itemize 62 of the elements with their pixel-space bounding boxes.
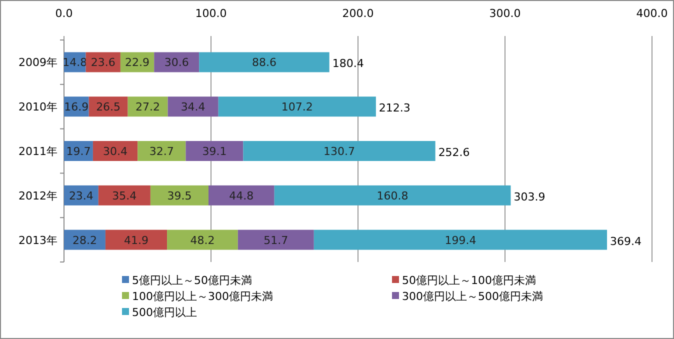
bar [208,185,274,206]
bar [150,185,208,206]
bar [218,96,376,117]
legend-label: 50億円以上～100億円未満 [402,274,536,287]
data-label: 39.1 [202,145,227,158]
y-tick-label: 2010年 [18,100,58,114]
x-tick-label: 200.0 [342,7,374,20]
legend-label: 500億円以上 [132,306,197,319]
data-label: 199.4 [444,234,476,247]
legend-label: 300億円以上～500億円未満 [402,290,543,303]
data-label: 107.2 [281,100,313,114]
bar [92,141,138,161]
data-label: 23.4 [68,189,94,202]
data-label: 30.6 [164,56,189,70]
total-label: 180.4 [332,57,364,70]
bar [199,52,330,72]
data-label: 16.9 [64,100,89,114]
data-label: 41.9 [124,234,148,247]
legend-label: 100億円以上～300億円未満 [132,290,273,303]
y-tick-label: 2011年 [18,145,58,158]
bar [167,230,238,250]
data-label: 30.4 [103,145,128,158]
bar [98,185,150,206]
y-tick-label: 2012年 [18,189,58,202]
bar [243,141,436,161]
bar [154,52,200,72]
bar [64,230,106,250]
bar [186,141,244,161]
data-label: 34.4 [180,100,206,114]
data-label: 44.8 [229,189,254,202]
data-label: 48.2 [190,234,215,247]
data-label: 51.7 [264,234,288,247]
bar [238,230,314,250]
bar [314,230,608,250]
x-tick-label: 400.0 [636,7,668,20]
x-tick-label: 100.0 [195,7,227,20]
bar [138,141,186,161]
data-label: 23.6 [90,56,116,70]
data-label: 35.4 [112,189,137,202]
y-tick-label: 2009年 [18,56,58,70]
x-tick-label: 0.0 [55,7,73,20]
data-label: 22.9 [125,56,150,70]
data-label: 88.6 [252,56,276,70]
x-tick-label: 300.0 [489,7,521,20]
bar [105,230,168,250]
total-label: 303.9 [514,190,546,204]
total-label: 252.6 [438,146,470,159]
data-label: 32.7 [149,145,174,158]
data-label: 130.7 [324,145,356,158]
legend-label: 5億円以上～50億円未満 [132,274,252,287]
data-label: 28.2 [72,234,97,247]
bar [274,185,511,206]
bar [168,96,218,117]
data-label: 160.8 [376,189,408,202]
data-label: 26.5 [96,100,121,114]
bar [128,96,168,117]
data-label: 39.5 [167,189,192,202]
total-label: 369.4 [610,234,642,248]
data-label: 27.2 [136,100,160,114]
data-label: 19.7 [66,145,91,158]
total-label: 212.3 [378,102,410,115]
y-tick-label: 2013年 [18,234,58,247]
